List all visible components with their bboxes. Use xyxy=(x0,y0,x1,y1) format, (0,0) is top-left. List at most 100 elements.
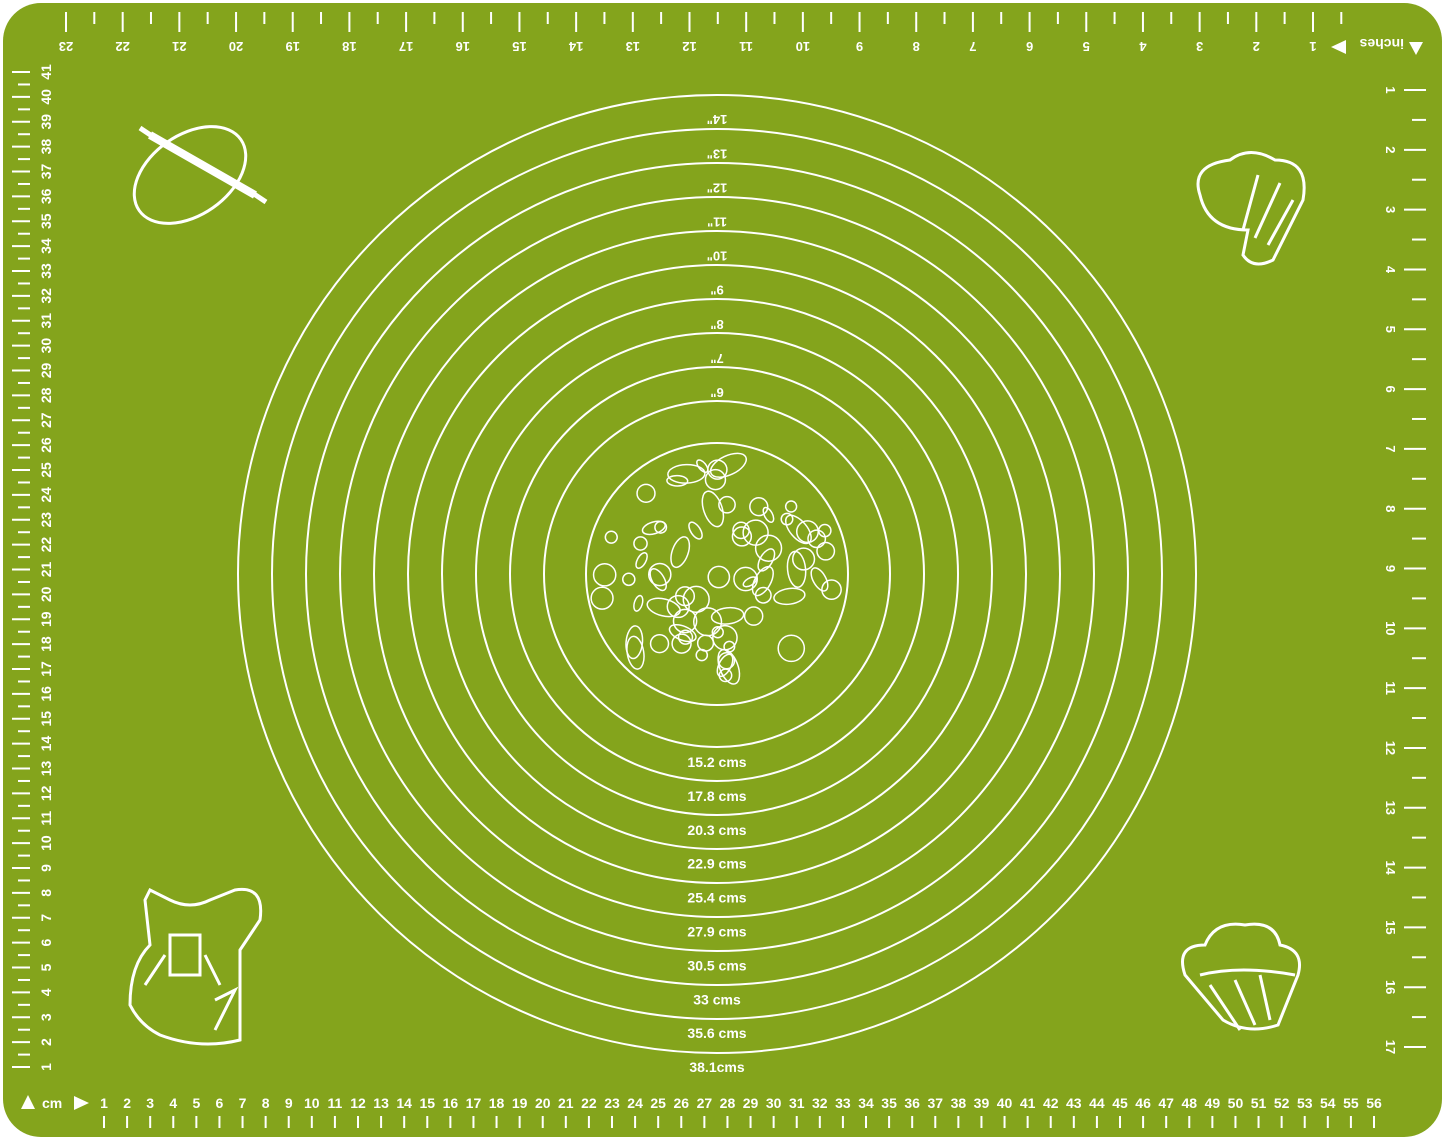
cm-tick-label: 30 xyxy=(766,1095,782,1111)
inch-tick-label: 16 xyxy=(1383,980,1398,994)
inch-tick-label: 4 xyxy=(1383,266,1398,274)
cm-tick-label: 44 xyxy=(1089,1095,1105,1111)
inch-tick-label: 8 xyxy=(1383,505,1398,512)
ring-cm-label: 30.5 cms xyxy=(687,957,746,973)
inch-tick-label: 16 xyxy=(456,39,470,54)
cm-tick-label: 41 xyxy=(1020,1095,1036,1111)
cm-tick-label: 36 xyxy=(38,188,54,204)
cm-tick-label: 37 xyxy=(927,1095,943,1111)
inch-tick-label: 5 xyxy=(1083,39,1090,54)
inch-tick-label: 6 xyxy=(1383,385,1398,392)
cm-tick-label: 46 xyxy=(1135,1095,1151,1111)
cm-tick-label: 4 xyxy=(169,1095,177,1111)
cm-tick-label: 29 xyxy=(38,363,54,379)
cm-tick-label: 56 xyxy=(1366,1095,1382,1111)
ring-cm-label: 22.9 cms xyxy=(687,856,746,872)
inch-tick-label: 14 xyxy=(1383,860,1398,875)
cm-unit-label: cm xyxy=(42,1095,62,1111)
cm-up-arrow-icon xyxy=(21,1095,35,1109)
cm-tick-label: 26 xyxy=(38,437,54,453)
measure-ring xyxy=(407,264,1027,884)
cm-tick-label: 33 xyxy=(835,1095,851,1111)
cm-tick-label: 24 xyxy=(38,487,54,503)
cm-tick-label: 20 xyxy=(535,1095,551,1111)
inch-tick-label: 18 xyxy=(342,39,356,54)
cm-tick-label: 12 xyxy=(350,1095,366,1111)
cm-tick-label: 23 xyxy=(38,512,54,528)
ring-cm-label: 20.3 cms xyxy=(687,822,746,838)
inch-tick-label: 3 xyxy=(1383,206,1398,213)
rolling-pin-icon xyxy=(132,125,268,225)
ring-cm-label: 33 cms xyxy=(693,991,741,1007)
ring-cm-label: 35.6 cms xyxy=(687,1025,746,1041)
cm-tick-label: 7 xyxy=(239,1095,247,1111)
inch-tick-label: 8 xyxy=(913,39,920,54)
ring-inch-label: 12" xyxy=(707,180,728,195)
cm-tick-label: 40 xyxy=(997,1095,1013,1111)
cm-tick-label: 17 xyxy=(466,1095,482,1111)
cm-tick-label: 29 xyxy=(743,1095,759,1111)
measure-ring xyxy=(373,230,1061,918)
cm-tick-label: 18 xyxy=(38,636,54,652)
cm-tick-label: 15 xyxy=(419,1095,435,1111)
cm-tick-label: 34 xyxy=(38,238,54,254)
measure-ring xyxy=(305,162,1129,986)
cm-tick-label: 31 xyxy=(38,313,54,329)
cm-tick-label: 22 xyxy=(581,1095,597,1111)
cm-tick-label: 52 xyxy=(1274,1095,1290,1111)
inch-tick-label: 17 xyxy=(1383,1040,1398,1054)
cm-tick-label: 40 xyxy=(38,89,54,105)
cm-tick-label: 37 xyxy=(38,164,54,180)
inch-tick-label: 4 xyxy=(1139,39,1147,54)
cm-tick-label: 6 xyxy=(38,939,54,947)
inch-tick-label: 7 xyxy=(969,39,976,54)
cm-tick-label: 23 xyxy=(604,1095,620,1111)
inch-tick-label: 5 xyxy=(1383,326,1398,333)
ring-inch-label: 14" xyxy=(707,112,728,127)
cm-tick-label: 11 xyxy=(328,1095,343,1111)
cm-tick-label: 8 xyxy=(38,889,54,897)
measure-ring xyxy=(237,94,1197,1054)
inch-tick-label: 17 xyxy=(399,39,413,54)
cm-tick-label: 15 xyxy=(38,711,54,727)
ring-inch-label: 7" xyxy=(710,351,723,366)
cm-tick-label: 7 xyxy=(38,914,54,922)
cm-tick-label: 48 xyxy=(1181,1095,1197,1111)
inch-tick-label: 6 xyxy=(1026,39,1033,54)
inch-tick-label: 15 xyxy=(1383,920,1398,934)
cm-tick-label: 5 xyxy=(192,1095,200,1111)
cm-tick-label: 2 xyxy=(38,1038,54,1046)
inch-tick-label: 22 xyxy=(115,39,129,54)
cm-tick-label: 3 xyxy=(146,1095,154,1111)
cm-tick-label: 34 xyxy=(858,1095,874,1111)
cm-right-arrow-icon xyxy=(74,1096,89,1110)
measure-ring xyxy=(441,298,993,850)
cm-tick-label: 21 xyxy=(38,562,54,578)
cm-tick-label: 18 xyxy=(489,1095,505,1111)
cm-tick-label: 25 xyxy=(650,1095,666,1111)
cm-tick-label: 26 xyxy=(673,1095,689,1111)
inch-tick-label: 11 xyxy=(739,39,753,54)
inch-left-arrow-icon xyxy=(1331,40,1346,54)
cm-tick-label: 27 xyxy=(697,1095,713,1111)
cm-tick-label: 19 xyxy=(38,611,54,627)
cm-tick-label: 19 xyxy=(512,1095,528,1111)
ring-inch-label: 13" xyxy=(707,146,728,161)
cm-tick-label: 6 xyxy=(216,1095,224,1111)
cm-tick-label: 14 xyxy=(38,736,54,752)
chef-hat-icon xyxy=(1196,151,1306,266)
cm-tick-label: 39 xyxy=(38,114,54,130)
cm-tick-label: 33 xyxy=(38,263,54,279)
measure-ring xyxy=(509,366,925,782)
inch-tick-label: 1 xyxy=(1309,39,1316,54)
measure-ring xyxy=(475,332,959,816)
inch-tick-label: 11 xyxy=(1383,681,1398,695)
cm-tick-label: 36 xyxy=(904,1095,920,1111)
ring-cm-label: 27.9 cms xyxy=(687,924,746,940)
cm-tick-label: 3 xyxy=(38,1013,54,1021)
apron-icon xyxy=(128,887,263,1046)
ring-cm-label: 25.4 cms xyxy=(687,890,746,906)
ring-inch-label: 10" xyxy=(707,249,728,264)
measure-ring xyxy=(543,400,891,748)
cm-tick-label: 2 xyxy=(123,1095,131,1111)
